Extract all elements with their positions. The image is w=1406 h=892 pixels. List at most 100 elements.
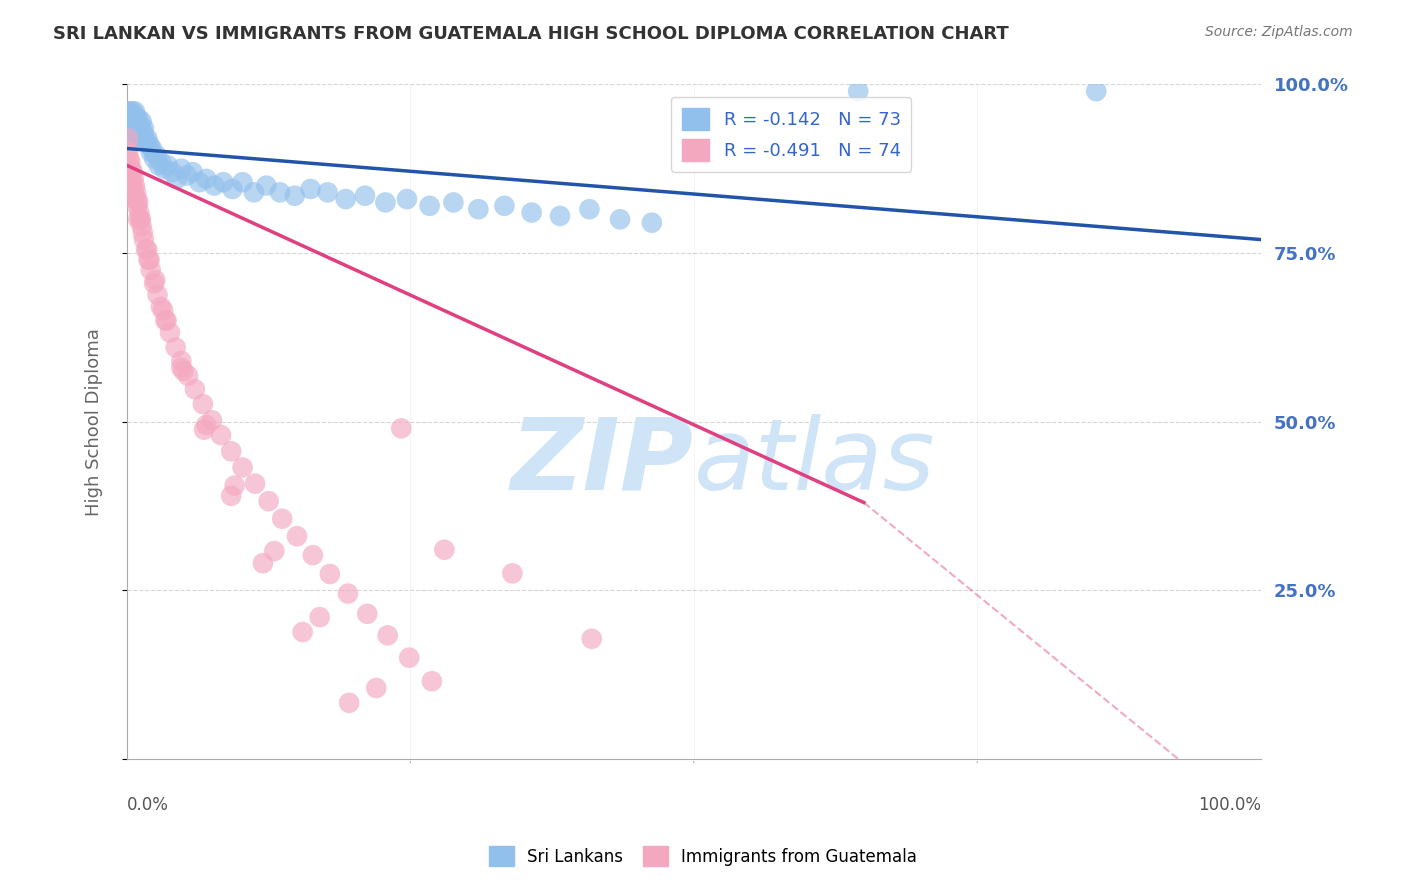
Point <box>285 529 308 543</box>
Point <box>121 178 143 193</box>
Text: Source: ZipAtlas.com: Source: ZipAtlas.com <box>1205 25 1353 39</box>
Legend: Sri Lankans, Immigrants from Guatemala: Sri Lankans, Immigrants from Guatemala <box>482 839 924 873</box>
Point <box>153 161 176 176</box>
Point <box>177 368 200 383</box>
Point <box>243 186 266 200</box>
Point <box>118 165 141 179</box>
Point <box>548 209 571 223</box>
Point <box>145 148 167 162</box>
Point <box>120 118 142 132</box>
Point <box>125 121 148 136</box>
Point <box>188 175 211 189</box>
Point <box>118 118 141 132</box>
Point <box>232 460 254 475</box>
Point <box>152 303 174 318</box>
Point <box>141 141 163 155</box>
Point <box>195 172 218 186</box>
Point <box>201 413 224 427</box>
Point <box>127 195 149 210</box>
Point <box>138 138 160 153</box>
Point <box>117 104 139 119</box>
Point <box>494 199 516 213</box>
Point <box>243 476 266 491</box>
Point <box>121 165 143 179</box>
Point <box>302 548 325 562</box>
Point <box>1085 84 1108 98</box>
Point <box>366 681 388 695</box>
Point <box>159 326 181 340</box>
Point <box>120 161 142 176</box>
Point <box>129 121 152 136</box>
Point <box>155 313 177 327</box>
Point <box>166 172 188 186</box>
Point <box>121 104 143 119</box>
Point <box>129 212 152 227</box>
Point <box>136 131 159 145</box>
Point <box>149 300 172 314</box>
Point <box>120 114 142 128</box>
Point <box>128 118 150 132</box>
Point <box>124 192 146 206</box>
Point <box>419 199 441 213</box>
Point <box>257 494 280 508</box>
Text: ZIP: ZIP <box>510 414 693 510</box>
Point <box>138 252 160 267</box>
Point <box>501 566 523 581</box>
Point <box>120 155 142 169</box>
Point <box>176 169 198 183</box>
Text: 0.0%: 0.0% <box>127 796 169 814</box>
Point <box>263 544 285 558</box>
Point <box>319 567 342 582</box>
Point <box>170 360 193 375</box>
Point <box>139 263 162 277</box>
Point <box>467 202 489 217</box>
Point <box>124 104 146 119</box>
Point <box>132 226 155 240</box>
Point <box>389 421 412 435</box>
Point <box>395 192 418 206</box>
Point <box>121 128 143 142</box>
Point <box>120 169 142 183</box>
Point <box>120 131 142 145</box>
Point <box>121 114 143 128</box>
Point <box>129 212 152 227</box>
Point <box>143 277 166 291</box>
Point <box>120 175 142 189</box>
Point <box>132 233 155 247</box>
Point <box>118 111 141 125</box>
Point <box>134 131 156 145</box>
Point <box>219 489 242 503</box>
Point <box>337 696 360 710</box>
Point <box>354 188 377 202</box>
Point <box>143 152 166 166</box>
Point <box>377 628 399 642</box>
Point <box>156 158 179 172</box>
Point <box>146 288 169 302</box>
Point <box>252 556 274 570</box>
Point <box>441 195 464 210</box>
Point <box>127 111 149 125</box>
Point <box>191 397 214 411</box>
Point <box>122 111 145 125</box>
Point <box>356 607 378 621</box>
Point <box>398 650 420 665</box>
Text: SRI LANKAN VS IMMIGRANTS FROM GUATEMALA HIGH SCHOOL DIPLOMA CORRELATION CHART: SRI LANKAN VS IMMIGRANTS FROM GUATEMALA … <box>53 25 1010 43</box>
Point <box>127 192 149 206</box>
Point <box>127 125 149 139</box>
Point <box>269 186 291 200</box>
Point <box>149 155 172 169</box>
Point <box>127 199 149 213</box>
Point <box>316 186 339 200</box>
Point <box>374 195 396 210</box>
Point <box>520 205 543 219</box>
Point <box>128 205 150 219</box>
Point <box>125 186 148 200</box>
Point <box>124 114 146 128</box>
Point <box>170 354 193 368</box>
Point <box>165 341 187 355</box>
Point <box>124 125 146 139</box>
Point <box>122 172 145 186</box>
Point <box>148 158 170 172</box>
Point <box>127 128 149 142</box>
Point <box>308 610 330 624</box>
